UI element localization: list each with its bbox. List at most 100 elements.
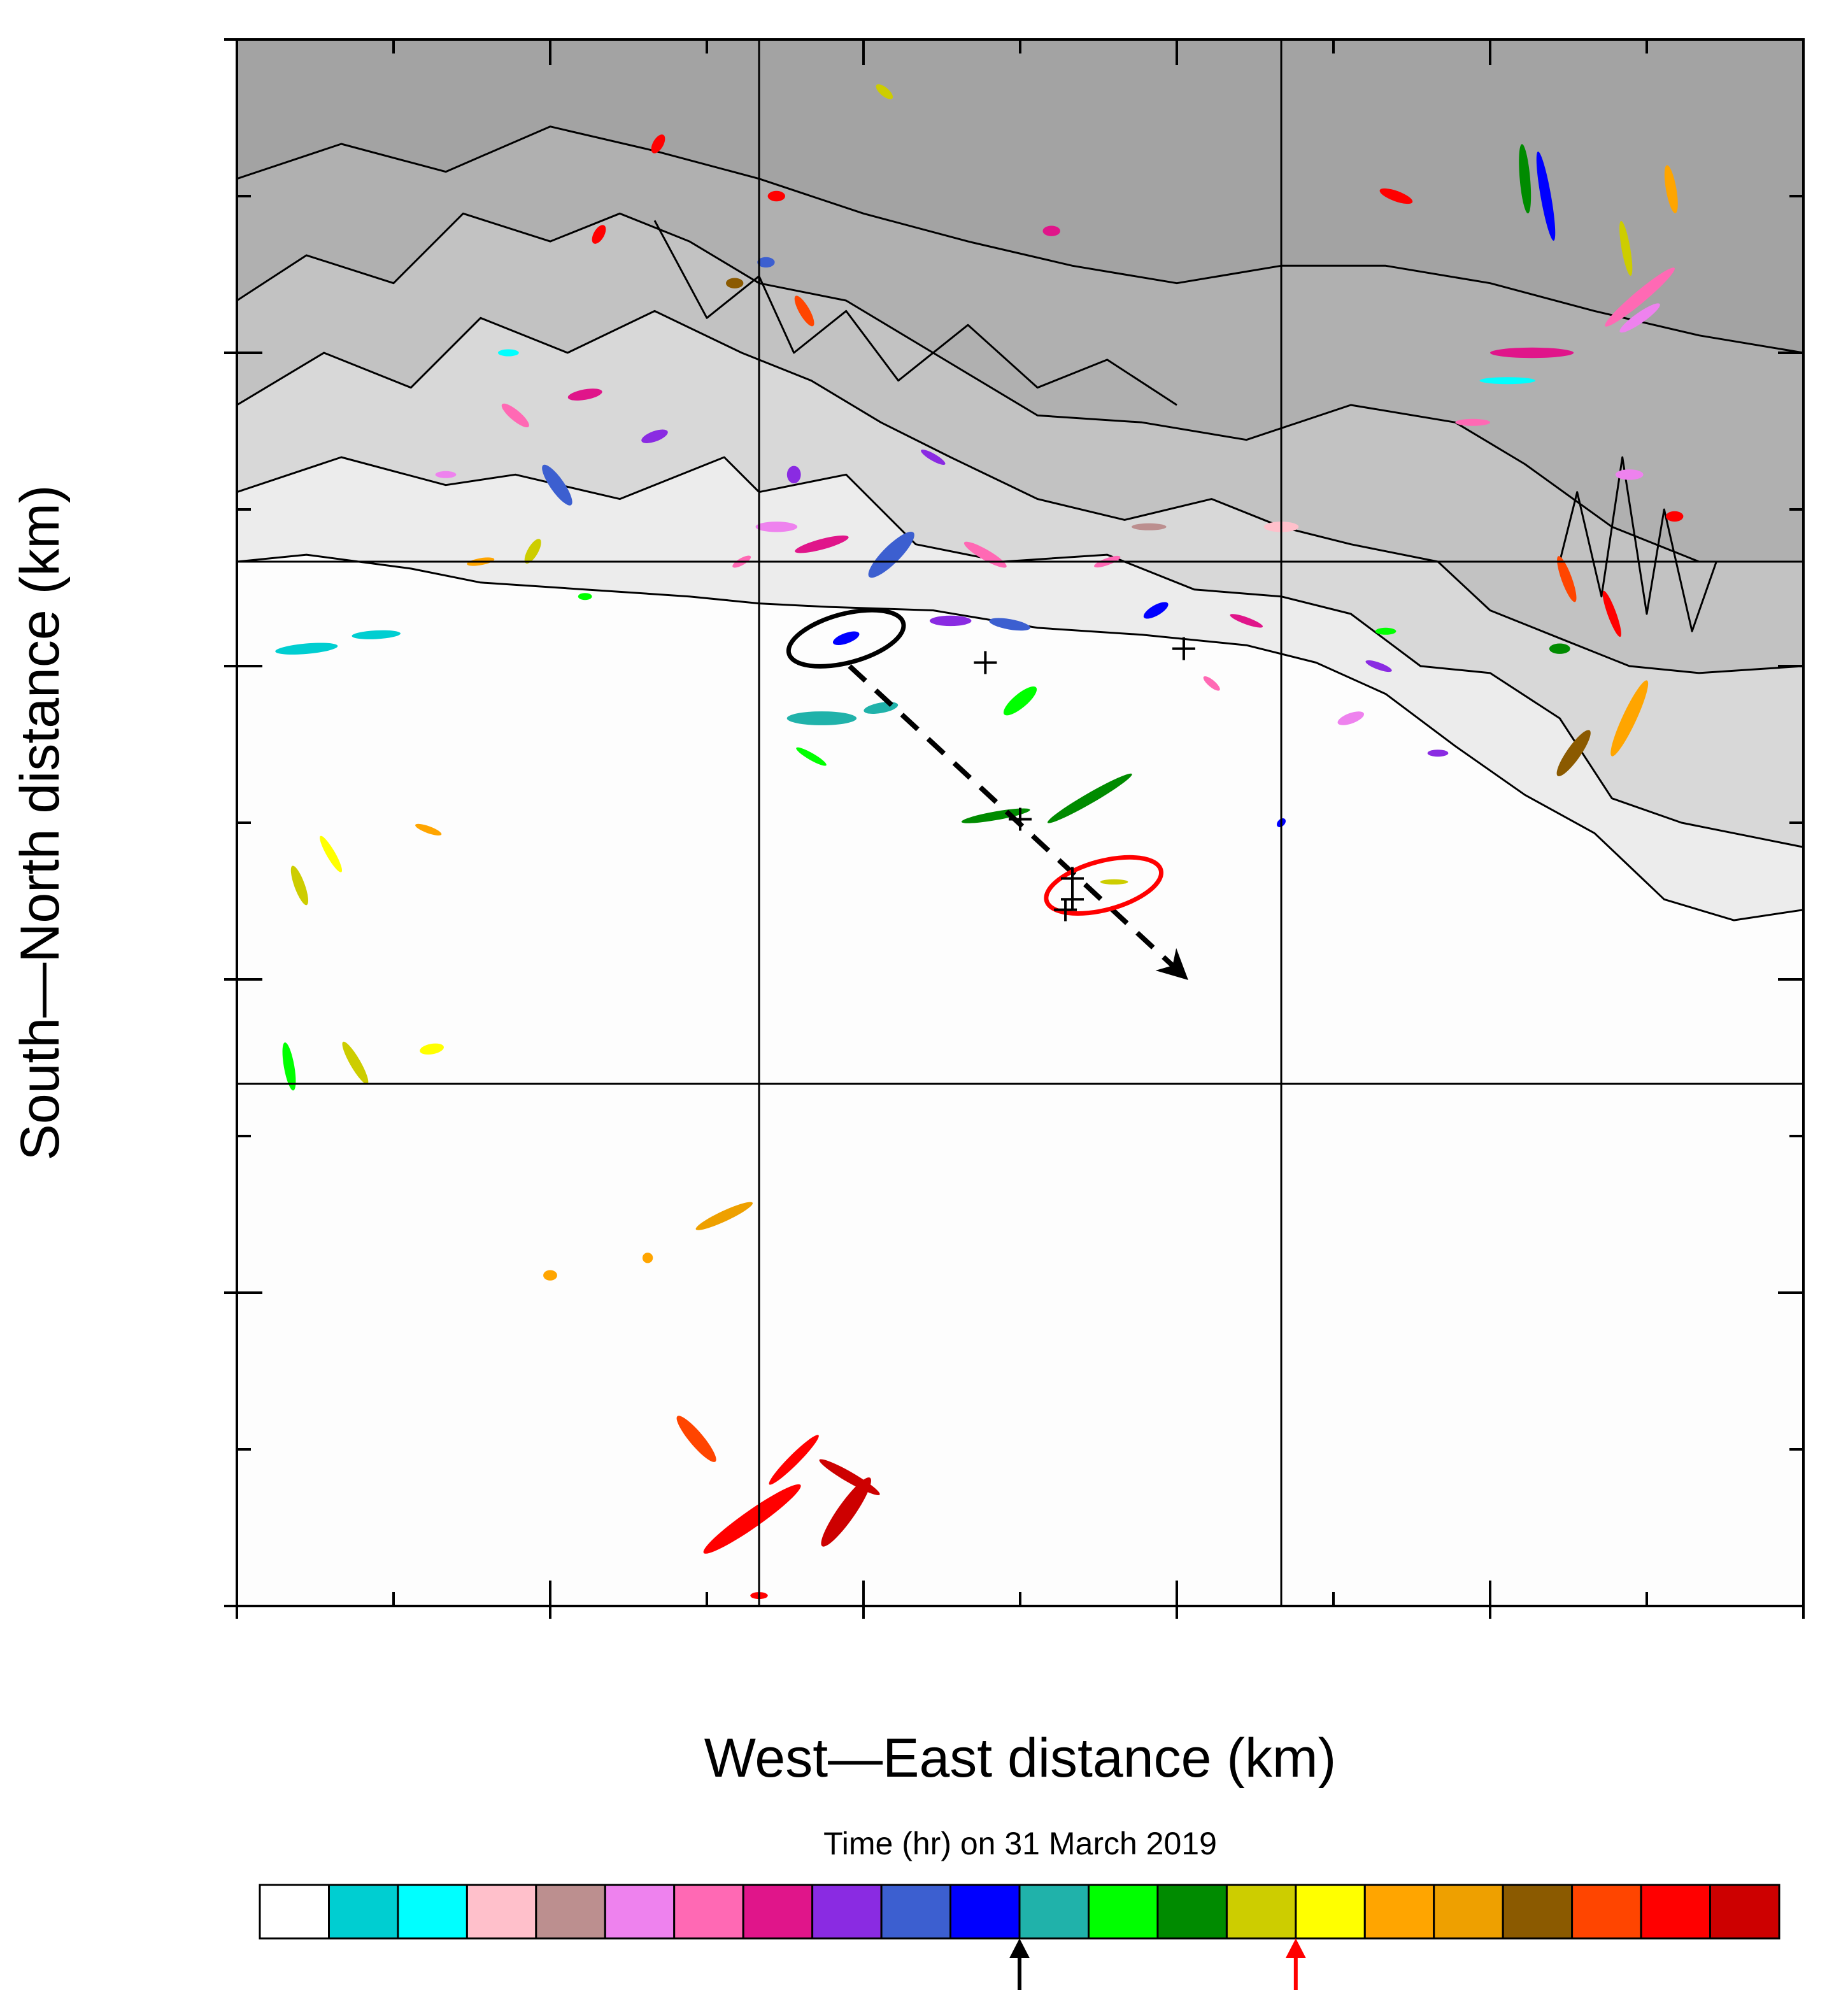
convective-cell (542, 464, 572, 506)
colorbar-swatch (1295, 1884, 1366, 1940)
convective-cell (1619, 220, 1633, 276)
colorbar-swatch (1363, 1884, 1435, 1940)
y-axis-label: South—North distance (km) (10, 485, 71, 1160)
colorbar-swatch (880, 1884, 952, 1940)
terrain-contour-line (653, 220, 1177, 406)
terrain-contour-line (237, 309, 1803, 674)
convective-cell (796, 747, 827, 766)
convective-cell (651, 134, 665, 153)
initiation-ellipse (786, 608, 906, 669)
convective-cell (1455, 418, 1490, 426)
convective-cell (921, 450, 946, 465)
convective-cell (352, 630, 401, 639)
convective-cell (1003, 686, 1037, 716)
axes-layer (224, 38, 1805, 1619)
convective-cell (1230, 614, 1263, 628)
colorbar-swatch (1640, 1884, 1712, 1940)
convective-cell (1666, 511, 1684, 522)
terrain-contour-line (237, 553, 1803, 921)
colorbar-swatch (604, 1884, 676, 1940)
convective-cell (415, 823, 442, 836)
plus-marker (1009, 807, 1032, 831)
colorbar-swatch (742, 1884, 814, 1940)
convective-cell (275, 643, 338, 655)
convective-cell (567, 388, 602, 401)
convective-cell (767, 190, 786, 202)
colorbar-swatch (1709, 1884, 1780, 1940)
convective-cell (757, 257, 775, 268)
convective-cell (769, 1435, 819, 1485)
convective-cell (592, 225, 606, 244)
convective-cell (1047, 773, 1132, 823)
domain-grid-layer (237, 39, 1803, 1606)
plus-marker (974, 651, 997, 674)
contour-layer (237, 125, 1803, 921)
convective-cell (929, 615, 972, 627)
convective-cell (435, 471, 457, 478)
convective-cell (786, 466, 801, 483)
convective-cell (1519, 144, 1532, 214)
red-time-marker-head (1285, 1938, 1306, 1958)
plus-marker (1172, 637, 1195, 660)
colorbar-swatches (259, 1884, 1780, 1940)
convective-cell (876, 84, 893, 99)
convective-cell (641, 429, 668, 443)
terrain-contour-line (1558, 456, 1717, 632)
convective-cell (1365, 660, 1392, 672)
convective-cell (695, 1202, 753, 1230)
convective-cell (498, 349, 519, 357)
convective-cell (961, 808, 1030, 823)
black-time-marker-head (1009, 1938, 1030, 1958)
convective-cell (543, 1270, 557, 1281)
colorbar-swatch (1502, 1884, 1574, 1940)
convective-cell (1337, 711, 1365, 725)
colorbar-swatch (1433, 1884, 1504, 1940)
convective-cell (1375, 627, 1397, 635)
terrain-contour-line (237, 125, 1803, 354)
convective-cell (578, 593, 592, 601)
colorbar-swatch (1018, 1884, 1090, 1940)
convective-cell (642, 1253, 653, 1263)
convective-cell (1549, 643, 1570, 654)
colorbar-swatch (1571, 1884, 1642, 1940)
colorbar-swatch (466, 1884, 537, 1940)
colorbar-swatch (535, 1884, 606, 1940)
colorbar-swatch (1156, 1884, 1228, 1940)
convective-cell (1379, 188, 1413, 204)
target-ellipse (1044, 855, 1164, 916)
convective-cell (1602, 590, 1621, 637)
terrain-contour-line (237, 456, 1803, 848)
storm-track-arrow (848, 664, 1188, 981)
convective-cell (1143, 602, 1169, 619)
convective-cell (524, 539, 541, 564)
convective-cell (821, 1477, 871, 1547)
convective-cell (1203, 676, 1220, 691)
colorbar-swatch (1225, 1884, 1297, 1940)
convective-cell (1490, 347, 1574, 359)
colorbar-swatch (397, 1884, 468, 1940)
convective-cell (868, 531, 914, 578)
convective-cell (1615, 469, 1644, 480)
convective-cell (1536, 151, 1556, 241)
colorbar-swatch (1088, 1884, 1159, 1940)
convective-cell (290, 865, 309, 906)
convective-cell (989, 618, 1030, 631)
colorbar-swatch (811, 1884, 883, 1940)
plot-area (236, 38, 1805, 1607)
convective-cell (832, 631, 860, 646)
colorbar-swatch (673, 1884, 744, 1940)
x-axis-label: West—East distance (km) (704, 1728, 1336, 1789)
colorbar-markers (1009, 1938, 1306, 1990)
convective-cell (1100, 879, 1128, 885)
convective-cell (1619, 303, 1660, 333)
convective-cell (1610, 680, 1649, 757)
convective-cell (726, 278, 744, 288)
plus-marker (1061, 867, 1084, 890)
convective-cell (282, 1042, 296, 1091)
colorbar-swatch (328, 1884, 399, 1940)
convective-cells-layer (275, 84, 1684, 1600)
convective-cell (1132, 523, 1167, 530)
convective-cell (1479, 377, 1535, 385)
convective-cell (420, 1043, 444, 1055)
